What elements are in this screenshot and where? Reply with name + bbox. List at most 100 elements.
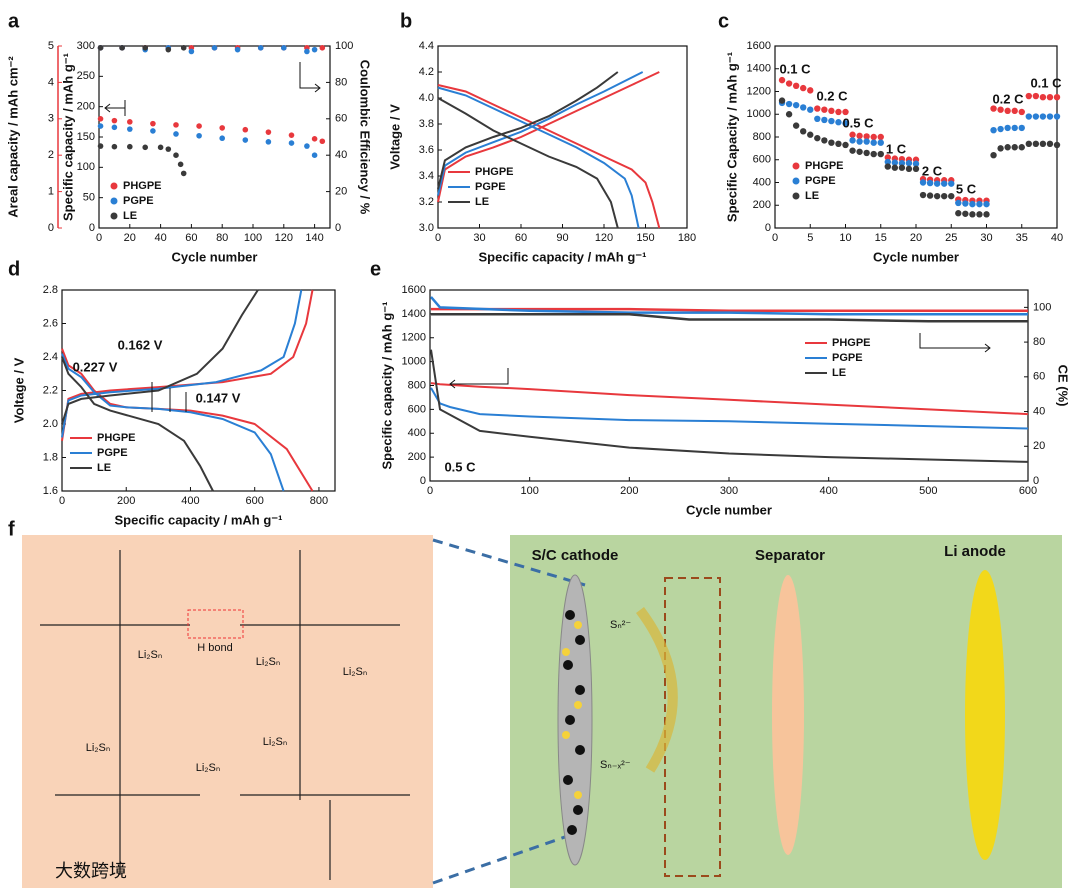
data-point: [173, 131, 179, 137]
legend-label: PHGPE: [123, 180, 162, 192]
x-tick-label: 0: [96, 232, 102, 244]
separator-label: Separator: [755, 547, 825, 564]
legend-label: PHGPE: [805, 160, 844, 172]
data-point: [933, 192, 941, 200]
y-tick-label: 200: [77, 101, 95, 113]
legend-label: LE: [97, 462, 111, 474]
y2-tick-label: 40: [335, 149, 347, 161]
legend-label: LE: [475, 196, 489, 208]
polysulfide-label: Li₂Sₙ: [86, 742, 111, 754]
data-point: [941, 192, 948, 200]
data-point: [792, 82, 800, 90]
x-tick-label: 35: [1016, 232, 1028, 244]
panel-f-art: [22, 535, 1062, 888]
data-point: [119, 45, 125, 51]
polysulfide-ion: Sₙ²⁻: [610, 619, 631, 631]
data-point: [856, 132, 863, 140]
data-point: [969, 200, 976, 208]
annotation: 0.162 V: [118, 337, 163, 352]
series-line: [437, 71, 661, 229]
data-point: [962, 210, 969, 217]
data-point: [898, 164, 906, 171]
y-tick-label: 150: [77, 131, 95, 143]
data-point: [173, 152, 179, 158]
x-tick-label: 600: [1019, 485, 1037, 497]
data-point: [281, 45, 287, 51]
data-point: [821, 137, 828, 144]
series-line: [431, 307, 1028, 313]
annotation: 2 C: [922, 163, 943, 178]
data-point: [1046, 93, 1054, 101]
data-point: [288, 132, 295, 138]
x-tick-label: 5: [807, 232, 813, 244]
x-tick-label: 90: [556, 232, 568, 244]
data-point: [983, 211, 990, 218]
legend-label: LE: [832, 367, 846, 379]
y-tick-label: 200: [753, 199, 771, 211]
polysulfide-label: Li₂Sₙ: [343, 666, 368, 678]
x-tick-label: 25: [945, 232, 957, 244]
x-axis-label: Cycle number: [686, 502, 772, 517]
x-tick-label: 120: [275, 232, 293, 244]
data-point: [778, 97, 786, 104]
data-point: [1004, 144, 1011, 151]
data-point: [905, 165, 913, 173]
x-tick-label: 500: [919, 485, 937, 497]
y-tick-label: 3.6: [419, 144, 434, 156]
y-tick-label: 1.8: [43, 451, 58, 463]
x-axis-label: Specific capacity / mAh g⁻¹: [115, 512, 283, 527]
data-point: [219, 135, 225, 142]
data-point: [870, 133, 877, 141]
data-point: [242, 126, 249, 133]
data-point: [870, 150, 877, 158]
data-point: [785, 80, 793, 87]
data-point: [835, 108, 842, 116]
data-point: [142, 144, 148, 151]
y-tick-label: 600: [408, 403, 426, 415]
y3-tick-label: 4: [48, 76, 54, 88]
series-line: [61, 289, 259, 492]
data-point: [265, 139, 272, 145]
y-tick-label: 3.0: [419, 222, 434, 234]
hbond-box: [187, 609, 244, 639]
data-point: [311, 136, 318, 142]
y-tick-label: 1200: [402, 332, 426, 344]
y2-tick-label: 100: [335, 40, 353, 52]
x-tick-label: 150: [636, 232, 654, 244]
data-point: [97, 123, 104, 129]
y-tick-label: 400: [408, 427, 426, 439]
data-point: [1011, 124, 1018, 132]
y-axis-label: Specific capacity / mAh g⁻¹: [60, 53, 75, 221]
x-tick-label: 120: [595, 232, 613, 244]
polymer-skeleton: [40, 550, 410, 880]
data-point: [948, 192, 955, 200]
y-tick-label: 1400: [402, 308, 426, 320]
data-point: [905, 159, 913, 167]
polysulfide-label: Li₂Sₙ: [138, 649, 163, 661]
x-axis-label: Cycle number: [873, 249, 959, 264]
legend-swatch: [110, 212, 118, 220]
data-point: [807, 106, 814, 113]
y-tick-label: 2.6: [43, 317, 58, 329]
arrow: [104, 100, 126, 116]
annotation: 0.2 C: [816, 88, 848, 103]
data-point: [912, 160, 920, 167]
data-point: [157, 144, 164, 151]
arrow: [919, 333, 991, 353]
data-point: [842, 141, 849, 149]
data-point: [926, 179, 934, 187]
x-tick-label: 400: [181, 495, 199, 507]
data-point: [891, 164, 899, 171]
data-point: [1046, 140, 1054, 148]
legend-label: PGPE: [475, 181, 506, 193]
indicator: [151, 382, 187, 412]
data-point: [211, 45, 218, 51]
series-line: [430, 349, 1029, 463]
legend-label: PHGPE: [475, 166, 514, 178]
data-point: [1018, 144, 1025, 151]
y-tick-label: 3.4: [419, 170, 434, 182]
data-point: [778, 76, 786, 84]
x-axis-label: Cycle number: [172, 249, 258, 264]
data-point: [142, 45, 148, 51]
y-tick-label: 1600: [402, 284, 426, 296]
